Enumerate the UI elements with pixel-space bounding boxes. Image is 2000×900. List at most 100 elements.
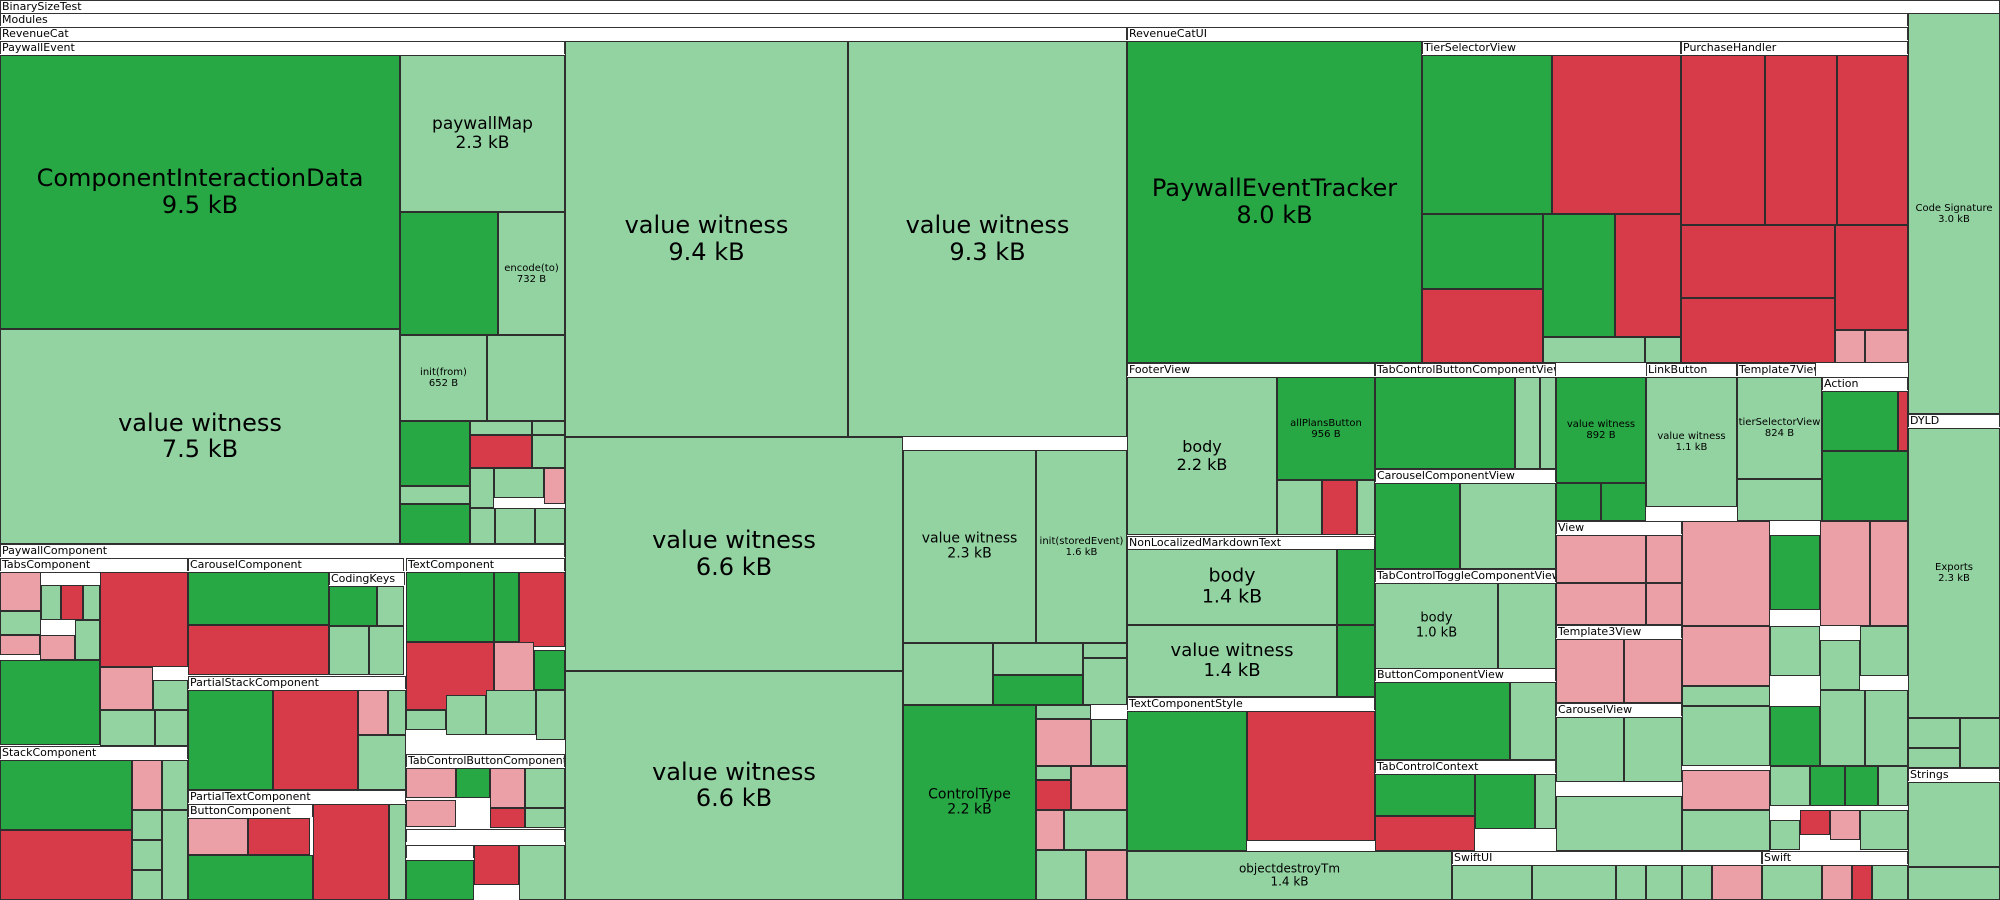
treemap-node[interactable]: init(from) 652 B [400,335,487,421]
treemap-node[interactable]: Exports 2.3 kB [1908,428,2000,718]
group-header[interactable]: TierSelectorView [1422,41,1681,54]
treemap-cell[interactable] [1556,483,1601,521]
treemap-cell[interactable] [188,818,248,855]
treemap-cell[interactable] [1091,719,1127,766]
group-header[interactable]: TabControlButtonComponent [406,754,565,767]
treemap-node[interactable]: value witness 1.1 kB [1646,377,1737,507]
group-header[interactable]: CodingKeys [329,572,405,585]
treemap-cell[interactable] [1878,766,1908,806]
treemap-cell[interactable] [1762,865,1822,900]
treemap-cell[interactable] [519,572,565,647]
treemap-cell[interactable] [1837,55,1908,225]
treemap-cell[interactable] [1870,521,1908,626]
treemap-cell[interactable] [446,695,486,735]
treemap-cell[interactable] [1682,521,1770,626]
treemap-cell[interactable] [470,468,494,508]
group-header[interactable]: TabControlToggleComponentView [1375,569,1556,582]
group-header[interactable]: PartialStackComponent [188,676,406,689]
group-header[interactable]: PaywallEvent [0,41,565,54]
treemap-cell[interactable] [0,635,40,655]
treemap-cell[interactable] [1872,865,1908,900]
treemap-cell[interactable] [1908,867,2000,900]
treemap-cell[interactable] [1036,810,1064,850]
treemap-cell[interactable] [100,667,153,710]
treemap-node[interactable]: body 2.2 kB [1127,377,1277,535]
group-header[interactable]: View [1556,521,1682,534]
treemap-cell[interactable] [188,690,273,790]
treemap-cell[interactable] [474,845,519,885]
group-header[interactable]: StackComponent [0,746,188,759]
treemap-cell[interactable] [544,468,565,504]
treemap-cell[interactable] [1036,766,1071,780]
treemap-cell[interactable] [400,504,470,544]
treemap-cell[interactable] [1770,706,1820,766]
treemap-cell[interactable] [1083,658,1127,705]
treemap-cell[interactable] [1543,214,1615,337]
treemap-cell[interactable] [1498,583,1556,669]
treemap-cell[interactable] [1475,774,1535,829]
treemap-cell[interactable] [487,335,565,421]
treemap-cell[interactable] [1765,55,1837,225]
treemap-cell[interactable] [75,620,100,660]
treemap-cell[interactable] [1615,214,1681,337]
treemap-cell[interactable] [1682,706,1770,766]
treemap-cell[interactable] [329,626,369,675]
treemap-node[interactable]: value witness 9.3 kB [848,41,1127,437]
treemap-cell[interactable] [1820,640,1860,690]
treemap-cell[interactable] [132,760,162,810]
group-header[interactable]: NonLocalizedMarkdownText [1127,536,1375,549]
treemap-node[interactable]: encode(to) 732 B [498,212,565,335]
treemap-cell[interactable] [486,690,536,735]
group-header[interactable]: TabControlButtonComponentView [1375,363,1556,376]
treemap-cell[interactable] [1616,865,1646,900]
treemap-cell[interactable] [532,421,565,435]
treemap-cell[interactable] [0,760,132,830]
treemap-cell[interactable] [490,768,525,808]
treemap-cell[interactable] [1682,810,1770,851]
treemap-cell[interactable] [406,710,446,730]
treemap-cell[interactable] [1770,626,1820,676]
treemap-cell[interactable] [61,585,83,620]
treemap-cell[interactable] [535,508,565,544]
treemap-cell[interactable] [470,508,495,544]
group-header[interactable]: LinkButton [1646,363,1737,376]
treemap-node[interactable]: paywallMap 2.3 kB [400,55,565,212]
treemap-cell[interactable] [132,870,162,900]
treemap-cell[interactable] [153,680,188,710]
treemap-cell[interactable] [1646,535,1682,583]
treemap-cell[interactable] [536,690,565,740]
treemap-cell[interactable] [525,808,565,828]
group-header[interactable]: SwiftUI [1452,851,1762,864]
group-header[interactable]: CarouselComponentView [1375,469,1556,482]
treemap-cell[interactable] [83,585,100,620]
treemap-cell[interactable] [1820,690,1865,766]
treemap-cell[interactable] [1375,682,1510,760]
treemap-cell[interactable] [400,486,470,504]
treemap-cell[interactable] [495,508,535,544]
treemap-cell[interactable] [155,710,188,746]
treemap-cell[interactable] [519,845,565,900]
treemap-cell[interactable] [1036,705,1091,719]
treemap-node[interactable]: value witness 7.5 kB [0,329,400,544]
group-header[interactable]: Action [1822,377,1908,390]
treemap-cell[interactable] [1556,583,1646,625]
treemap-cell[interactable] [388,690,406,735]
treemap-cell[interactable] [41,585,61,620]
treemap-cell[interactable] [389,804,406,900]
treemap-cell[interactable] [1908,718,1960,748]
treemap-cell[interactable] [1375,483,1460,569]
treemap-cell[interactable] [1083,643,1127,658]
treemap-cell[interactable] [400,212,498,335]
treemap-cell[interactable] [1852,865,1872,900]
group-header[interactable]: RevenueCat [0,27,1127,40]
treemap-cell[interactable] [1865,690,1908,766]
treemap-cell[interactable] [1770,820,1800,850]
treemap-cell[interactable] [1835,225,1908,330]
group-header[interactable]: ButtonComponent [188,804,313,817]
treemap-cell[interactable] [1452,865,1532,900]
treemap-cell[interactable] [0,611,41,635]
treemap-cell[interactable] [1247,711,1375,841]
treemap-cell[interactable] [0,660,100,745]
treemap-cell[interactable] [1645,337,1681,363]
treemap-cell[interactable] [1375,377,1515,469]
